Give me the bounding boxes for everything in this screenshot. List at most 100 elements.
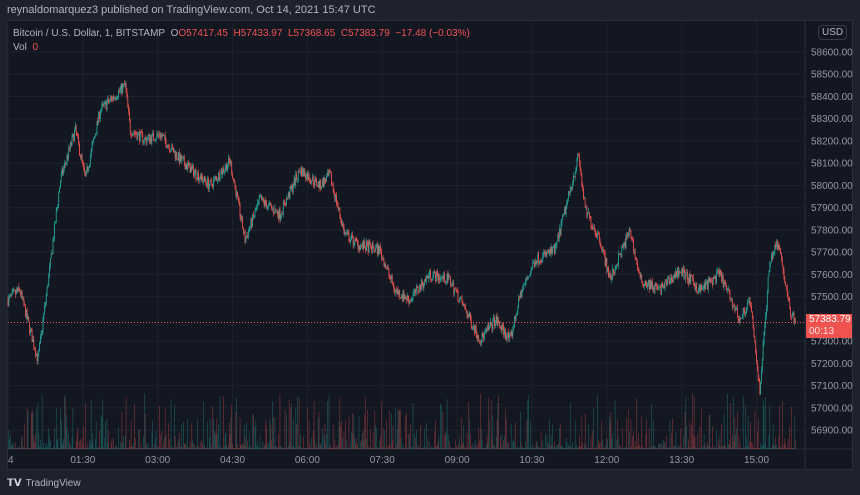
volume-bar bbox=[149, 447, 151, 449]
candle-body bbox=[627, 233, 628, 237]
chart-panel[interactable] bbox=[7, 20, 853, 470]
candle-body bbox=[297, 178, 298, 180]
volume-label: Vol bbox=[13, 42, 27, 53]
volume-bar bbox=[172, 447, 173, 449]
volume-bar bbox=[41, 394, 43, 449]
volume-bar bbox=[693, 396, 695, 449]
volume-bar bbox=[140, 443, 142, 449]
volume-bar bbox=[383, 447, 385, 449]
volume-bar bbox=[106, 418, 108, 449]
volume-bar bbox=[565, 438, 567, 449]
candle-body bbox=[218, 172, 220, 180]
volume-bar bbox=[371, 447, 372, 449]
candle-body bbox=[235, 186, 237, 197]
volume-bar bbox=[767, 447, 769, 449]
volume-bar bbox=[23, 446, 25, 449]
candle-body bbox=[285, 205, 287, 206]
candle-body bbox=[390, 276, 392, 280]
volume-bar bbox=[54, 428, 55, 449]
volume-bar bbox=[125, 397, 127, 449]
candle-body bbox=[402, 290, 404, 299]
candle-body bbox=[630, 230, 632, 237]
volume-bar bbox=[323, 435, 325, 449]
volume-bar bbox=[317, 447, 318, 449]
volume-bar bbox=[708, 414, 710, 449]
candle-body bbox=[770, 262, 772, 265]
candle-body bbox=[117, 96, 119, 98]
volume-bar bbox=[674, 445, 676, 449]
candle-body bbox=[735, 309, 737, 311]
volume-bar bbox=[68, 433, 70, 449]
candle-body bbox=[190, 167, 192, 174]
volume-bar bbox=[71, 436, 73, 449]
candle-body bbox=[187, 163, 189, 170]
candle-body bbox=[241, 217, 243, 220]
candle-body bbox=[67, 155, 69, 159]
volume-bar bbox=[159, 433, 161, 449]
currency-button[interactable]: USD bbox=[818, 25, 848, 40]
volume-bar bbox=[641, 415, 643, 449]
candle-body bbox=[549, 249, 550, 254]
volume-bar bbox=[491, 439, 493, 449]
volume-bar bbox=[300, 434, 302, 449]
candle-body bbox=[374, 250, 376, 252]
candle-body bbox=[745, 312, 747, 315]
volume-bar bbox=[102, 399, 104, 449]
volume-bar bbox=[179, 446, 181, 449]
volume-bar bbox=[46, 443, 48, 449]
candle-body bbox=[653, 287, 655, 291]
volume-bar bbox=[243, 443, 244, 449]
candle-body bbox=[643, 285, 645, 287]
candle-body bbox=[230, 162, 232, 164]
volume-bar bbox=[150, 447, 152, 449]
candle-body bbox=[552, 246, 554, 253]
volume-bar bbox=[212, 405, 213, 449]
volume-bar bbox=[57, 438, 59, 449]
candle-body bbox=[430, 269, 431, 279]
volume-bar bbox=[218, 424, 219, 449]
volume-bar bbox=[607, 439, 608, 449]
volume-bar bbox=[587, 447, 588, 449]
candle-body bbox=[274, 208, 276, 214]
volume-bar bbox=[58, 447, 60, 449]
candle-body bbox=[398, 290, 400, 295]
volume-bar bbox=[297, 445, 299, 449]
volume-bar bbox=[473, 447, 475, 449]
candle-body bbox=[687, 280, 689, 284]
volume-bar bbox=[408, 433, 410, 449]
volume-bar bbox=[119, 441, 121, 449]
volume-bar bbox=[196, 445, 198, 449]
candle-body bbox=[20, 291, 22, 296]
volume-bar bbox=[604, 447, 606, 449]
tradingview-logo[interactable]: 𝗧𝗩 TradingView bbox=[7, 478, 81, 489]
volume-bar bbox=[332, 447, 333, 449]
volume-bar bbox=[200, 447, 202, 449]
candle-body bbox=[520, 291, 522, 297]
volume-bar bbox=[285, 447, 287, 449]
volume-bar bbox=[155, 430, 157, 449]
volume-bar bbox=[207, 421, 208, 449]
volume-bar bbox=[452, 447, 454, 449]
volume-bar bbox=[96, 447, 98, 449]
volume-bar bbox=[276, 446, 277, 449]
volume-bar bbox=[657, 447, 658, 449]
candle-body bbox=[258, 197, 260, 202]
volume-bar bbox=[505, 409, 506, 449]
candle-body bbox=[381, 256, 383, 258]
candle-body bbox=[349, 241, 351, 243]
volume-bar bbox=[342, 447, 344, 449]
volume-bar bbox=[340, 426, 341, 449]
candle-body bbox=[16, 290, 18, 292]
candle-body bbox=[515, 315, 517, 319]
volume-bar bbox=[453, 447, 455, 449]
candle-body bbox=[293, 178, 295, 187]
volume-bar bbox=[459, 437, 460, 449]
candle-body bbox=[466, 312, 468, 317]
candle-body bbox=[741, 316, 743, 319]
volume-bar bbox=[103, 447, 104, 449]
candle-body bbox=[336, 195, 337, 205]
volume-bar bbox=[557, 445, 559, 449]
candle-body bbox=[527, 277, 529, 279]
candle-body bbox=[269, 202, 271, 204]
